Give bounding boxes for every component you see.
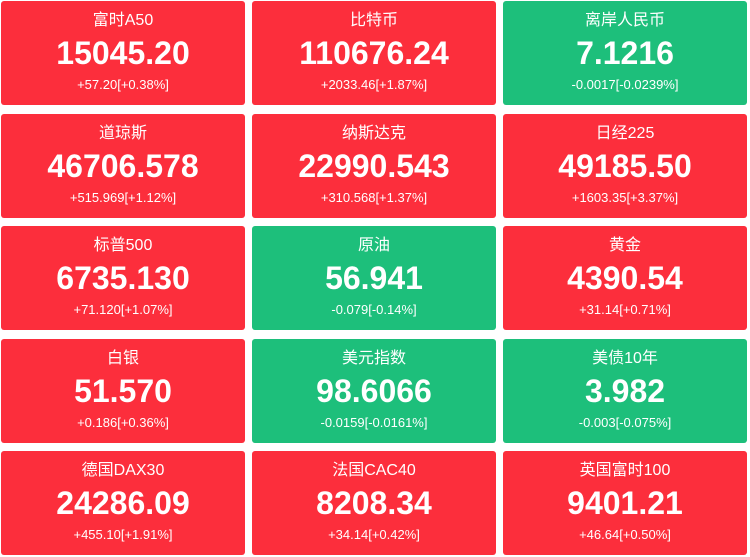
quote-change: -0.0159[-0.0161%]: [320, 414, 428, 430]
quote-change: -0.0017[-0.0239%]: [571, 77, 679, 92]
quote-change: +71.120[+1.07%]: [73, 302, 173, 317]
quote-change: +310.568[+1.37%]: [320, 189, 428, 205]
quote-value: 49185.50: [558, 147, 692, 184]
quote-change: +34.14[+0.42%]: [328, 527, 420, 542]
quote-change: +0.186[+0.36%]: [77, 414, 169, 430]
quote-change: +31.14[+0.71%]: [579, 302, 671, 317]
quote-tile[interactable]: 日经225 49185.50 +1603.35[+3.37%]: [503, 113, 747, 218]
quote-tile[interactable]: 标普500 6735.130 +71.120[+1.07%]: [1, 226, 245, 330]
quote-value: 9401.21: [567, 485, 683, 521]
quote-name: 德国DAX30: [81, 462, 165, 479]
quote-tile[interactable]: 纳斯达克 22990.543 +310.568[+1.37%]: [252, 113, 496, 218]
quote-tile[interactable]: 原油 56.941 -0.079[-0.14%]: [252, 226, 496, 330]
quote-name: 日经225: [595, 124, 655, 142]
quote-name: 美元指数: [341, 349, 406, 367]
quote-name: 英国富时100: [579, 462, 671, 479]
quote-tile[interactable]: 白银 51.570 +0.186[+0.36%]: [1, 338, 245, 443]
quote-name: 黄金: [608, 237, 641, 254]
quote-tile[interactable]: 道琼斯 46706.578 +515.969[+1.12%]: [1, 113, 245, 218]
quote-name: 富时A50: [92, 12, 154, 29]
quote-value: 51.570: [74, 372, 172, 409]
quote-change: -0.003[-0.075%]: [578, 414, 672, 430]
quote-value: 24286.09: [56, 485, 190, 521]
quote-tile[interactable]: 黄金 4390.54 +31.14[+0.71%]: [503, 226, 747, 330]
quote-tile[interactable]: 离岸人民币 7.1216 -0.0017[-0.0239%]: [503, 1, 747, 105]
quote-name: 法国CAC40: [332, 462, 416, 479]
quote-name: 离岸人民币: [584, 12, 665, 29]
quote-change: +57.20[+0.38%]: [77, 77, 169, 92]
quote-change: +2033.46[+1.87%]: [320, 77, 428, 92]
quote-tile[interactable]: 德国DAX30 24286.09 +455.10[+1.91%]: [1, 451, 245, 555]
quote-value: 56.941: [325, 260, 423, 296]
quote-value: 7.1216: [576, 35, 674, 71]
quote-tile[interactable]: 比特币 110676.24 +2033.46[+1.87%]: [252, 1, 496, 105]
quote-value: 22990.543: [298, 147, 450, 184]
quote-change: -0.079[-0.14%]: [331, 302, 417, 317]
quote-name: 纳斯达克: [341, 124, 406, 142]
quote-value: 4390.54: [567, 260, 683, 296]
quote-value: 3.982: [584, 372, 666, 409]
quote-value: 110676.24: [299, 35, 449, 71]
quote-value: 15045.20: [56, 35, 190, 71]
quote-change: +455.10[+1.91%]: [73, 527, 173, 542]
quote-name: 白银: [106, 349, 139, 367]
quote-change: +515.969[+1.12%]: [69, 189, 177, 205]
quote-change: +46.64[+0.50%]: [579, 527, 671, 542]
quote-tile[interactable]: 法国CAC40 8208.34 +34.14[+0.42%]: [252, 451, 496, 555]
quote-name: 标普500: [93, 237, 153, 254]
quote-value: 98.6066: [316, 372, 432, 409]
quote-name: 美债10年: [592, 349, 658, 367]
quote-name: 原油: [357, 237, 390, 254]
quote-value: 6735.130: [56, 260, 190, 296]
quote-change: +1603.35[+3.37%]: [571, 189, 679, 205]
quote-value: 8208.34: [316, 485, 432, 521]
quote-name: 比特币: [349, 12, 398, 29]
quote-tile[interactable]: 美债10年 3.982 -0.003[-0.075%]: [503, 338, 747, 443]
quote-tile[interactable]: 美元指数 98.6066 -0.0159[-0.0161%]: [252, 338, 496, 443]
quote-value: 46706.578: [47, 147, 199, 184]
quote-tile[interactable]: 英国富时100 9401.21 +46.64[+0.50%]: [503, 451, 747, 555]
quote-name: 道琼斯: [98, 124, 147, 142]
quote-tile[interactable]: 富时A50 15045.20 +57.20[+0.38%]: [1, 1, 245, 105]
